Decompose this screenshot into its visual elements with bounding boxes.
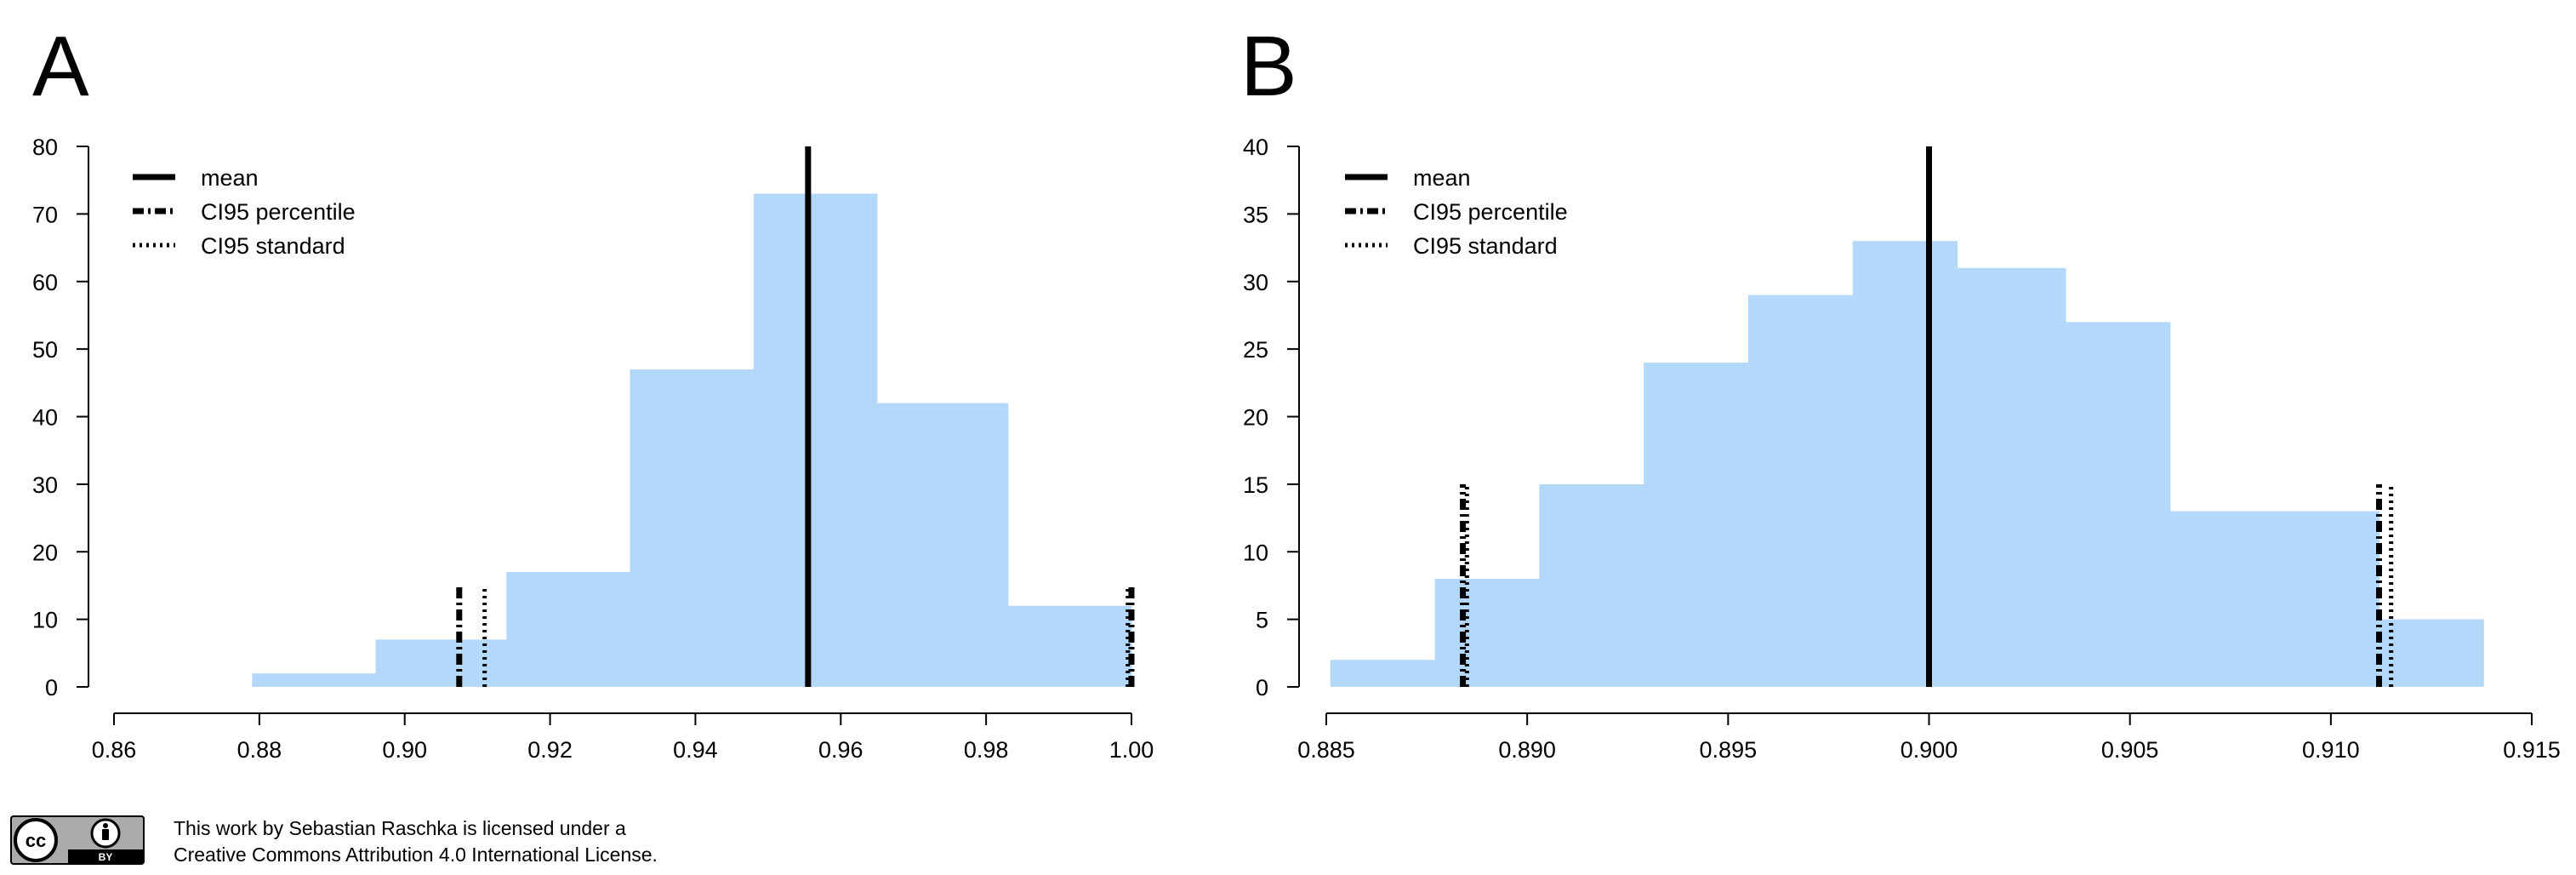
histogram-bar-8 <box>2169 511 2380 687</box>
x-tick-label: 0.915 <box>2503 737 2561 763</box>
cc-badge-cc-text: cc <box>26 830 46 851</box>
histogram-bar-3 <box>1644 363 1749 687</box>
x-tick-label: 0.900 <box>1901 737 1958 763</box>
y-tick-label: 25 <box>1243 337 1268 363</box>
x-tick-label: 1.00 <box>1109 737 1154 763</box>
y-tick-label: 15 <box>1243 472 1268 498</box>
legend-label: mean <box>1413 165 1471 191</box>
histogram-bar-2 <box>1539 483 1644 687</box>
x-tick-label: 0.98 <box>964 737 1009 763</box>
histogram-bar-7 <box>2066 322 2171 687</box>
legend-label: mean <box>201 165 259 191</box>
y-tick-label: 35 <box>1243 202 1268 227</box>
histogram-bar-4 <box>753 193 878 687</box>
chart-panel-b: B 0 5 10 15 20 25 30 35 40 0.885 0.890 0.895 0.900 0.9… <box>1240 19 2561 763</box>
y-tick-label: 30 <box>1243 270 1268 295</box>
histogram-bar-2 <box>506 572 631 687</box>
legend-label: CI95 percentile <box>1413 199 1568 225</box>
legend-label: CI95 standard <box>1413 233 1558 259</box>
histogram-bar-4 <box>1747 295 1854 687</box>
panel-label: A <box>32 19 89 114</box>
y-tick-label: 10 <box>32 608 58 633</box>
histogram-bar-6 <box>1007 605 1132 687</box>
histogram-bar-5 <box>1852 241 1958 687</box>
x-tick-label: 0.90 <box>382 737 427 763</box>
histogram-bar-6 <box>1957 267 2066 687</box>
histogram-bar-1 <box>1434 579 1540 687</box>
y-tick-label: 80 <box>32 134 58 160</box>
x-tick-label: 0.885 <box>1297 737 1355 763</box>
chart-panel-a: A 0 10 20 30 40 50 60 70 80 0.86 0.88 0.90 0.92 0.94 0.… <box>32 19 1154 763</box>
y-tick-label: 40 <box>1243 134 1268 160</box>
x-tick-label: 0.905 <box>2101 737 2159 763</box>
license-line-1: This work by Sebastian Raschka is licens… <box>174 817 626 839</box>
histogram-bar-5 <box>877 403 1009 687</box>
license-text: This work by Sebastian Raschka is licens… <box>174 815 658 868</box>
x-tick-label: 0.92 <box>527 737 573 763</box>
cc-badge-by-text: BY <box>99 851 113 863</box>
panel-label: B <box>1240 19 1297 114</box>
legend-label: CI95 standard <box>201 233 345 259</box>
x-tick-label: 0.890 <box>1498 737 1556 763</box>
y-tick-label: 0 <box>1256 675 1268 701</box>
histogram-bar-1 <box>375 639 507 687</box>
license-notice: cc BY This work by Sebastian Raschka is … <box>10 815 658 868</box>
x-tick-label: 0.88 <box>237 737 282 763</box>
histogram-bar-0 <box>1330 660 1436 687</box>
cc-by-icon: cc BY <box>10 815 145 865</box>
y-tick-label: 20 <box>1243 405 1268 431</box>
y-tick-label: 30 <box>32 472 58 498</box>
y-tick-label: 60 <box>32 270 58 295</box>
legend-label: CI95 percentile <box>201 199 356 225</box>
x-tick-label: 0.910 <box>2302 737 2360 763</box>
y-tick-label: 40 <box>32 405 58 431</box>
histogram-bar-3 <box>630 369 755 687</box>
x-tick-label: 0.86 <box>92 737 137 763</box>
license-line-2: Creative Commons Attribution 4.0 Interna… <box>174 844 658 866</box>
y-tick-label: 70 <box>32 202 58 227</box>
y-tick-label: 10 <box>1243 540 1268 565</box>
histogram-bar-0 <box>252 673 377 687</box>
y-tick-label: 0 <box>45 675 58 701</box>
x-tick-label: 0.895 <box>1700 737 1758 763</box>
histogram-bar-9 <box>2379 619 2484 687</box>
x-tick-label: 0.96 <box>818 737 863 763</box>
y-tick-label: 50 <box>32 337 58 363</box>
x-tick-label: 0.94 <box>673 737 718 763</box>
y-tick-label: 20 <box>32 540 58 565</box>
y-tick-label: 5 <box>1256 608 1268 633</box>
